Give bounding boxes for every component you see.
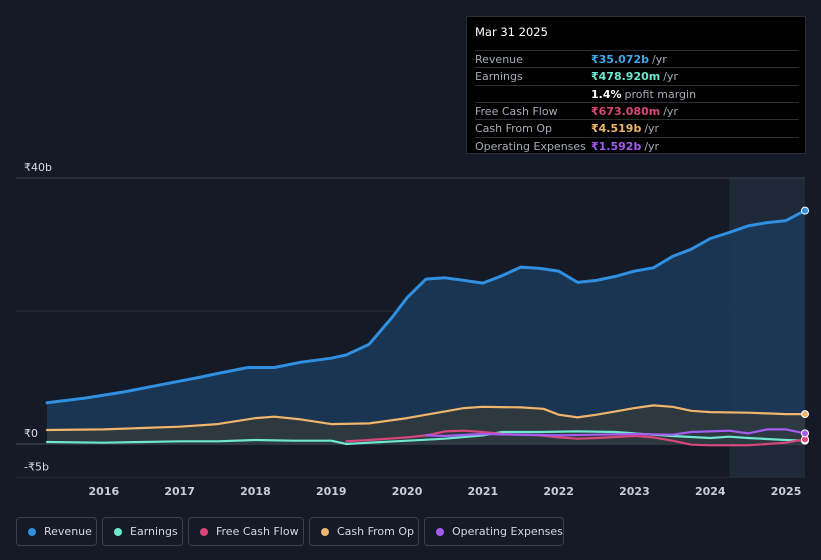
tooltip-row: Revenue ₹35.072b/yr <box>475 50 799 68</box>
series-lines <box>45 206 809 447</box>
x-tick-label: 2016 <box>89 485 120 498</box>
tooltip-row-unit: /yr <box>644 139 660 153</box>
tooltip-panel: Mar 31 2025 Revenue ₹35.072b/yr Earnings ₹4… <box>466 16 806 154</box>
legend-label: Cash From Op <box>337 525 415 538</box>
y-tick-label: ₹40b <box>24 161 52 174</box>
tooltip-row: Free Cash Flow ₹673.080m/yr <box>475 101 799 120</box>
tooltip-row-label: Revenue <box>475 53 523 66</box>
tooltip-row: Cash From Op ₹4.519b/yr <box>475 119 799 137</box>
legend-dot-icon <box>436 527 444 536</box>
legend-item[interactable]: Operating Expenses <box>424 517 564 546</box>
legend-dot-icon <box>321 527 329 536</box>
tooltip-row-label: Operating Expenses <box>475 139 586 153</box>
series-area-revenue <box>47 210 805 444</box>
x-tick-label: 2024 <box>695 485 726 498</box>
tooltip-row: 1.4% profit margin <box>475 84 799 103</box>
legend-label: Operating Expenses <box>452 525 563 538</box>
tooltip-row-unit: /yr <box>651 53 667 66</box>
tooltip-row-unit: /yr <box>644 122 660 136</box>
tooltip-row-value: 1.4% <box>591 87 622 101</box>
tooltip-row-value: ₹1.592b <box>591 139 642 153</box>
legend-label: Free Cash Flow <box>216 525 299 538</box>
series-endpoint <box>801 410 809 419</box>
tooltip-date: Mar 31 2025 <box>475 25 548 39</box>
tooltip-row-value: ₹478.920m <box>591 70 661 84</box>
tooltip-row-label: Earnings <box>475 70 523 84</box>
chart-plot: ₹40b ₹0 -₹5b 2016 2017 2018 2019 2020 2021 2022 20… <box>16 161 809 498</box>
series-line-cash-from-op <box>45 404 807 432</box>
x-tick-label: 2025 <box>771 485 802 498</box>
x-tick-label: 2018 <box>240 485 271 498</box>
tooltip-row-unit: /yr <box>663 70 678 84</box>
x-tick-label: 2019 <box>316 485 347 498</box>
tooltip-row-unit: profit margin <box>624 87 697 101</box>
y-tick-label: -₹5b <box>24 460 49 473</box>
series-endpoint <box>801 429 809 438</box>
tooltip-row: Earnings ₹478.920m/yr <box>475 67 799 85</box>
legend-label: Earnings <box>130 525 178 538</box>
tooltip-row-label: Cash From Op <box>475 122 553 136</box>
legend-item[interactable]: Revenue <box>16 517 97 546</box>
legend-label: Revenue <box>44 525 92 538</box>
series-line-revenue <box>45 209 807 405</box>
tooltip-row-label: Free Cash Flow <box>475 104 558 118</box>
tooltip-row-value: ₹4.519b <box>591 122 642 136</box>
tooltip-row-value: ₹673.080m <box>591 104 661 118</box>
x-tick-label: 2021 <box>468 485 499 498</box>
legend-dot-icon <box>200 527 208 536</box>
x-tick-label: 2020 <box>392 485 423 498</box>
tooltip-row-unit: /yr <box>663 104 678 118</box>
series-endpoint <box>801 206 809 215</box>
series-areas <box>47 210 805 444</box>
legend-dot-icon <box>28 527 36 536</box>
legend-dot-icon <box>114 527 122 536</box>
x-tick-label: 2022 <box>543 485 574 498</box>
y-tick-label: ₹0 <box>24 427 38 440</box>
series-line-earnings <box>45 430 807 446</box>
x-tick-label: 2017 <box>164 485 195 498</box>
legend-item[interactable]: Free Cash Flow <box>188 517 304 546</box>
axis-ticks: ₹40b ₹0 -₹5b 2016 2017 2018 2019 2020 2021 2022 20… <box>24 161 801 498</box>
legend-item[interactable]: Earnings <box>102 517 183 546</box>
series-line-operating-expenses <box>424 428 807 438</box>
legend-item[interactable]: Cash From Op <box>309 517 419 546</box>
tooltip-row-value: ₹35.072b <box>591 53 649 66</box>
tooltip-row: Operating Expenses ₹1.592b/yr <box>475 136 799 155</box>
x-tick-label: 2023 <box>619 485 650 498</box>
